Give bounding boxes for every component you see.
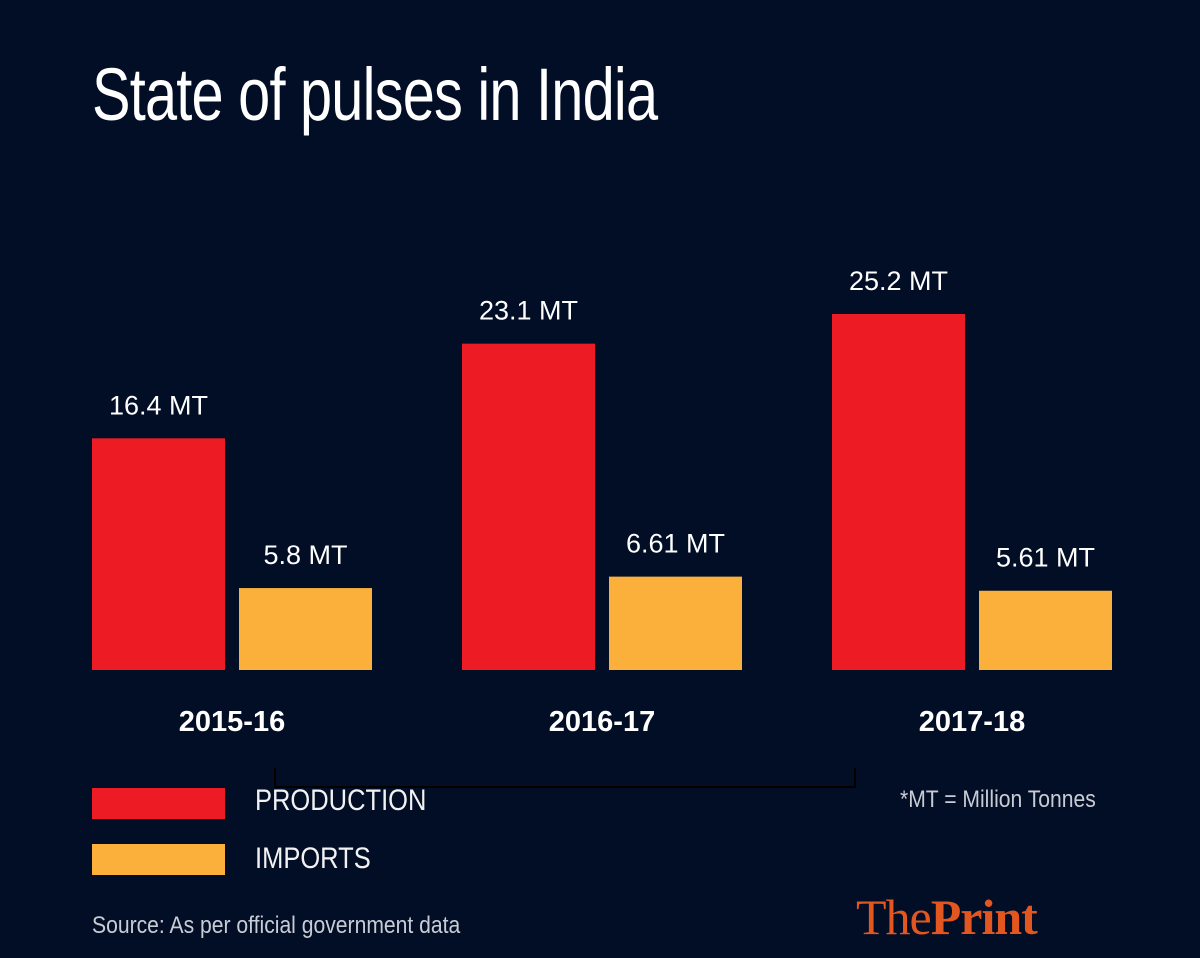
data-label: 6.61 MT: [626, 529, 725, 559]
data-label: 5.61 MT: [996, 543, 1095, 573]
data-label: 25.2 MT: [849, 266, 948, 296]
bar-production-2016-17: [462, 343, 595, 670]
logo-print: Print: [930, 889, 1038, 945]
bar-chart: 16.4 MT 5.8 MT 2015-16 23.1 MT 6.61 MT 2016-1…: [92, 266, 1112, 738]
category-label: 2017-18: [919, 706, 1025, 738]
bar-imports-2015-16: [239, 588, 372, 670]
bar-production-2015-16: [92, 438, 225, 670]
source-note: Source: As per official government data: [92, 912, 461, 939]
unit-note: *MT = Million Tonnes: [900, 786, 1096, 813]
category-label: 2016-17: [549, 706, 655, 738]
logo-the: The: [856, 889, 932, 945]
divider-bracket: [274, 768, 856, 788]
theprint-logo: ThePrint: [856, 888, 1038, 946]
legend-swatch-imports: [92, 844, 225, 875]
data-label: 5.8 MT: [263, 540, 347, 570]
bar-production-2017-18: [832, 314, 965, 670]
data-label: 16.4 MT: [109, 390, 208, 420]
bar-imports-2016-17: [609, 576, 742, 670]
bar-imports-2017-18: [979, 590, 1112, 670]
category-label: 2015-16: [179, 706, 285, 738]
data-label: 23.1 MT: [479, 296, 578, 326]
legend-label-imports: IMPORTS: [255, 842, 371, 875]
chart-title: State of pulses in India: [92, 53, 658, 136]
legend-swatch-production: [92, 788, 225, 819]
legend-label-production: PRODUCTION: [255, 784, 427, 817]
